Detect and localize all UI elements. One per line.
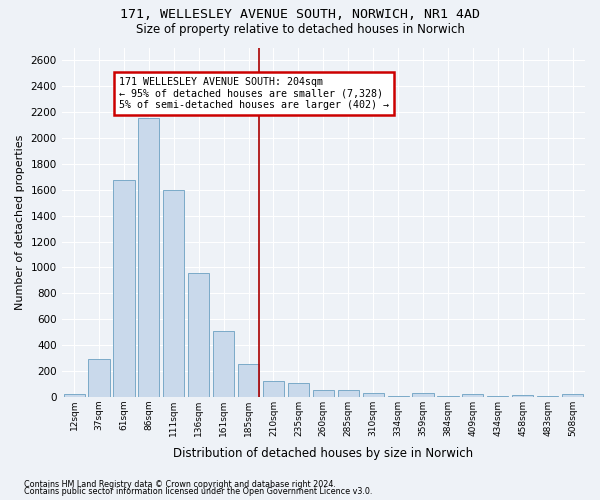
Text: Contains public sector information licensed under the Open Government Licence v3: Contains public sector information licen… [24, 487, 373, 496]
Text: Contains HM Land Registry data © Crown copyright and database right 2024.: Contains HM Land Registry data © Crown c… [24, 480, 336, 489]
Bar [562, 394, 583, 396]
Bar [138, 118, 160, 396]
Bar [188, 272, 209, 396]
Bar [263, 381, 284, 396]
Bar [362, 393, 384, 396]
Text: 171, WELLESLEY AVENUE SOUTH, NORWICH, NR1 4AD: 171, WELLESLEY AVENUE SOUTH, NORWICH, NR… [120, 8, 480, 20]
Bar [64, 394, 85, 396]
Text: 171 WELLESLEY AVENUE SOUTH: 204sqm
← 95% of detached houses are smaller (7,328)
: 171 WELLESLEY AVENUE SOUTH: 204sqm ← 95%… [119, 77, 389, 110]
Bar [113, 180, 134, 396]
X-axis label: Distribution of detached houses by size in Norwich: Distribution of detached houses by size … [173, 447, 473, 460]
Bar [213, 332, 234, 396]
Bar [88, 358, 110, 397]
Bar [462, 394, 484, 396]
Bar [512, 395, 533, 396]
Bar [288, 383, 309, 396]
Y-axis label: Number of detached properties: Number of detached properties [15, 134, 25, 310]
Bar [412, 393, 434, 396]
Text: Size of property relative to detached houses in Norwich: Size of property relative to detached ho… [136, 22, 464, 36]
Bar [163, 190, 184, 396]
Bar [338, 390, 359, 396]
Bar [313, 390, 334, 396]
Bar [238, 364, 259, 396]
